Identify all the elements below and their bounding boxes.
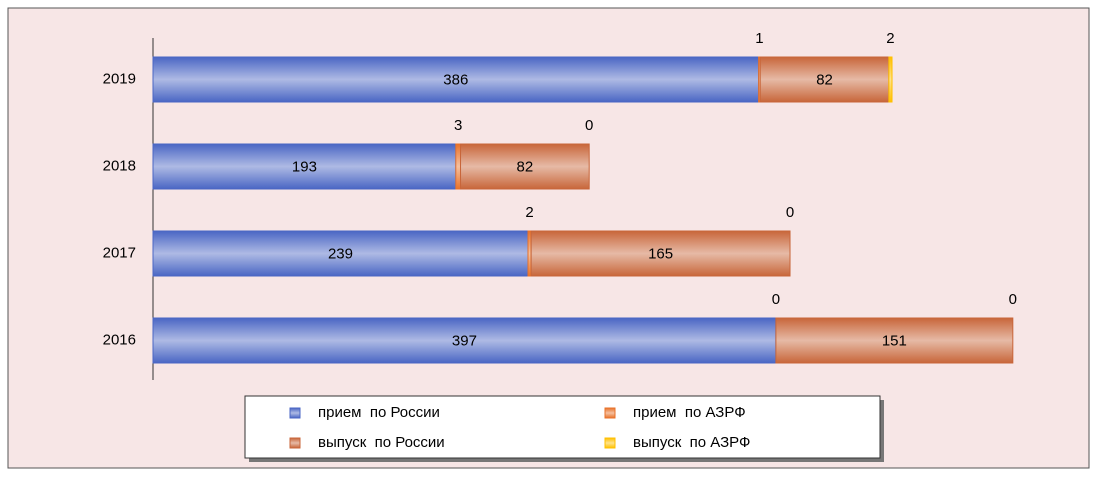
data-label: 0 [772,291,780,308]
data-label: 82 [517,158,534,175]
y-tick-label: 2019 [103,70,136,87]
bar-segment [152,56,760,103]
bar-segment [759,56,890,103]
bar-segment [152,230,529,277]
y-tick-label: 2017 [103,244,136,261]
bar-segment [152,317,777,364]
bar-segment [455,143,462,190]
bar-segment [888,56,893,103]
data-label: 0 [786,204,794,221]
data-label: 1 [755,30,763,47]
legend-label: прием по АЗРФ [633,404,746,421]
data-label: 239 [328,245,353,262]
data-label: 397 [452,332,477,349]
bar-segment [460,143,590,190]
legend-swatch [289,407,301,419]
legend-swatch [289,437,301,449]
data-label: 193 [292,158,317,175]
data-label: 0 [1009,291,1017,308]
bar-segment [530,230,791,277]
legend-swatch [604,437,616,449]
data-label: 3 [454,117,462,134]
data-label: 82 [816,71,833,88]
data-label: 165 [648,245,673,262]
data-label: 151 [882,332,907,349]
legend-label: выпуск по России [318,434,445,451]
data-label: 2 [886,30,894,47]
legend-label: прием по России [318,404,440,421]
data-label: 386 [443,71,468,88]
data-label: 0 [585,117,593,134]
bar-segment [152,143,457,190]
y-tick-label: 2018 [103,157,136,174]
y-tick-label: 2016 [103,331,136,348]
legend-swatch [604,407,616,419]
legend [244,395,881,459]
data-label: 2 [525,204,533,221]
legend-label: выпуск по АЗРФ [633,434,750,451]
bar-segment [775,317,1014,364]
